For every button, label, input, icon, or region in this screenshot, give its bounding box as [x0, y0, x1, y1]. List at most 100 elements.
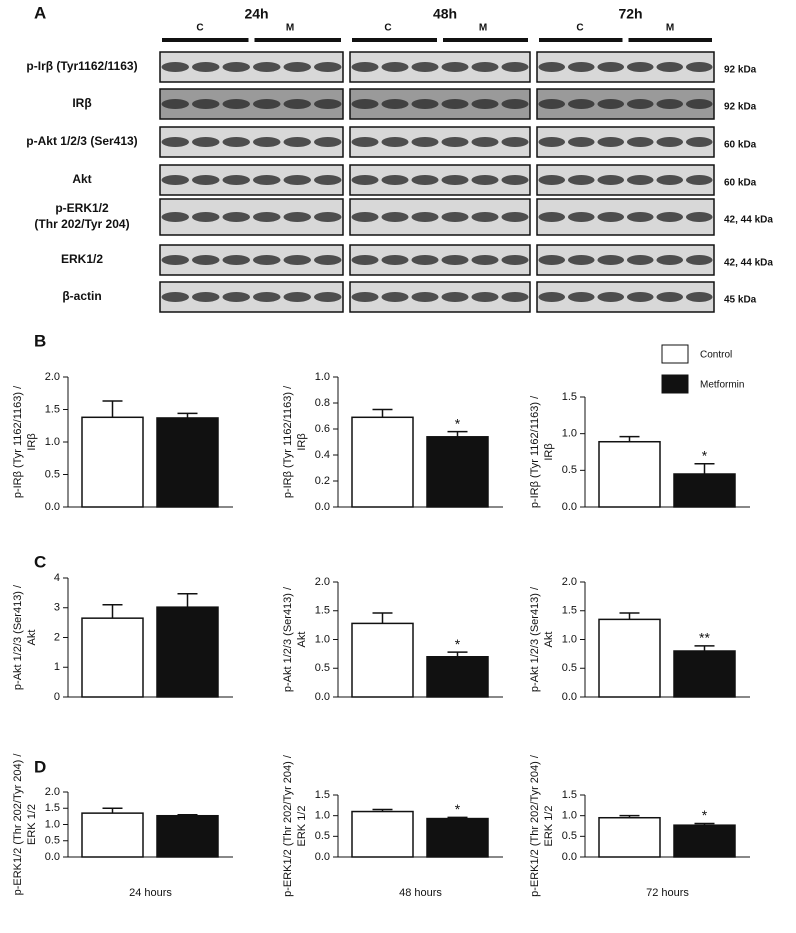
blot-size: 92 kDa [724, 65, 757, 76]
blot-band [501, 175, 529, 185]
blot-band [685, 212, 713, 222]
blot-band [656, 62, 684, 72]
blot-frame [349, 281, 531, 313]
bar [598, 440, 661, 508]
blot-label: Akt [72, 172, 91, 186]
y-tick-label: 1.5 [562, 789, 577, 801]
y-tick-label: 1.0 [315, 810, 330, 822]
blot-band [597, 212, 625, 222]
blot-band [161, 255, 189, 265]
blot-size: 60 kDa [724, 178, 757, 189]
blot-band [192, 175, 220, 185]
blot-band [411, 137, 439, 147]
blot-frame [349, 88, 531, 120]
blot-band [471, 62, 499, 72]
y-axis-label: ERK 1/2 [296, 806, 308, 847]
blot-label: IRβ [72, 96, 91, 110]
blot-label: β-actin [62, 289, 101, 303]
blot-band [222, 137, 250, 147]
bar [598, 618, 661, 698]
y-tick-label: 1.5 [45, 802, 60, 814]
blot-band [597, 292, 625, 302]
y-tick-label: 0.8 [315, 397, 330, 409]
blot-band [501, 255, 529, 265]
blot-band [471, 255, 499, 265]
panel-label: B [34, 331, 46, 350]
y-tick-label: 4 [54, 572, 60, 584]
blot-frame [536, 244, 715, 276]
blot-band [192, 255, 220, 265]
y-tick-label: 1.5 [562, 391, 577, 403]
y-axis-label: Akt [543, 632, 555, 648]
y-tick-label: 2.0 [45, 786, 60, 798]
y-tick-label: 0.5 [562, 662, 577, 674]
blot-frame [159, 164, 344, 196]
blot-band [381, 212, 409, 222]
y-tick-label: 0.0 [562, 691, 577, 703]
y-tick-label: 2 [54, 631, 60, 643]
legend-swatch [661, 374, 689, 394]
group-label: M [286, 23, 294, 34]
blot-band [597, 62, 625, 72]
group-bar [443, 38, 528, 42]
significance: ** [699, 630, 710, 646]
blot-size: 42, 44 kDa [724, 258, 773, 269]
y-tick-label: 0.0 [45, 851, 60, 863]
blot-band [597, 175, 625, 185]
blot-band [656, 175, 684, 185]
blot-band [222, 62, 250, 72]
y-axis-label: ERK 1/2 [26, 804, 38, 845]
blot-band [626, 175, 654, 185]
blot-band [283, 212, 311, 222]
legend-label: Control [700, 350, 732, 361]
blot-band [253, 99, 281, 109]
blot-frame [349, 51, 531, 83]
blot-label: p-ERK1/2 [55, 201, 109, 215]
blot-band [501, 212, 529, 222]
bar [673, 650, 736, 698]
bar [81, 416, 144, 508]
blot-band [161, 212, 189, 222]
blot-frame [349, 198, 531, 236]
y-tick-label: 1.0 [562, 633, 577, 645]
blot-band [222, 99, 250, 109]
blot-label: p-Akt 1/2/3 (Ser413) [26, 134, 137, 148]
blot-band [192, 99, 220, 109]
y-tick-label: 0.5 [45, 468, 60, 480]
blot-frame [159, 126, 344, 158]
y-tick-label: 0.0 [315, 851, 330, 863]
blot-band [501, 292, 529, 302]
blot-band [381, 99, 409, 109]
blot-band [685, 62, 713, 72]
y-axis-label: p-Akt 1/2/3 (Ser413) / [529, 586, 541, 692]
bar [156, 417, 219, 508]
y-tick-label: 2.0 [45, 371, 60, 383]
blot-label: p-Irβ (Tyr1162/1163) [26, 59, 137, 73]
bar [81, 617, 144, 698]
y-tick-label: 0.0 [45, 501, 60, 513]
blot-band [161, 137, 189, 147]
y-tick-label: 1.5 [562, 605, 577, 617]
blot-band [351, 175, 379, 185]
group-label: C [384, 23, 391, 34]
significance: * [455, 801, 461, 817]
significance: * [455, 636, 461, 652]
blot-band [283, 137, 311, 147]
blot-band [283, 62, 311, 72]
blot-frame [349, 164, 531, 196]
blot-band [538, 137, 566, 147]
y-tick-label: 2.0 [562, 576, 577, 588]
group-bar [162, 38, 249, 42]
y-axis-label: Akt [296, 632, 308, 648]
blot-band [161, 62, 189, 72]
y-tick-label: 0.0 [315, 501, 330, 513]
y-tick-label: 0.4 [315, 449, 330, 461]
blot-band [567, 62, 595, 72]
group-bar [352, 38, 437, 42]
blot-band [351, 99, 379, 109]
blot-band [351, 62, 379, 72]
blot-band [538, 99, 566, 109]
y-axis-label: p-Akt 1/2/3 (Ser413) / [282, 586, 294, 692]
y-tick-label: 0.0 [562, 501, 577, 513]
y-axis-label: IRβ [26, 433, 38, 450]
